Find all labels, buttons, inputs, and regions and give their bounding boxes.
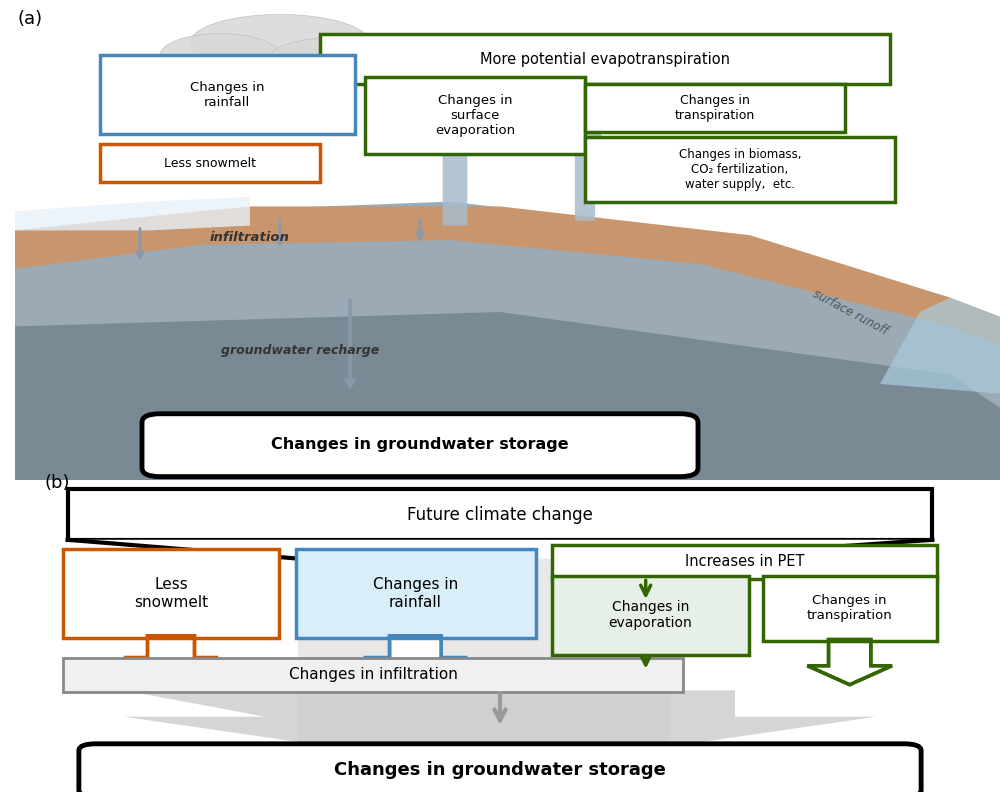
Text: (a): (a) [17, 10, 43, 28]
Polygon shape [124, 636, 218, 674]
Polygon shape [124, 690, 876, 771]
Text: More potential evapotranspiration: More potential evapotranspiration [480, 51, 730, 66]
Ellipse shape [270, 37, 410, 78]
FancyBboxPatch shape [365, 77, 585, 154]
Polygon shape [562, 106, 607, 221]
Text: Changes in
rainfall: Changes in rainfall [373, 578, 458, 610]
Text: Less
snowmelt: Less snowmelt [134, 578, 208, 610]
FancyBboxPatch shape [79, 744, 921, 797]
Polygon shape [15, 312, 1000, 480]
Polygon shape [807, 639, 892, 685]
Text: groundwater recharge: groundwater recharge [221, 344, 379, 357]
FancyBboxPatch shape [100, 144, 320, 182]
Polygon shape [880, 298, 1000, 394]
FancyBboxPatch shape [100, 55, 355, 134]
Text: Changes in groundwater storage: Changes in groundwater storage [334, 761, 666, 779]
FancyBboxPatch shape [63, 658, 683, 692]
Text: Changes in
transpiration: Changes in transpiration [807, 594, 893, 622]
Text: Increases in PET: Increases in PET [685, 554, 804, 570]
FancyBboxPatch shape [63, 549, 279, 638]
FancyBboxPatch shape [585, 84, 845, 132]
Text: Changes in
rainfall: Changes in rainfall [190, 81, 264, 109]
Text: Changes in
evaporation: Changes in evaporation [609, 600, 692, 630]
Ellipse shape [190, 14, 370, 72]
Text: infiltration: infiltration [210, 231, 290, 244]
Text: (b): (b) [44, 474, 70, 492]
Text: Changes in groundwater storage: Changes in groundwater storage [271, 438, 569, 453]
FancyBboxPatch shape [763, 575, 937, 642]
FancyBboxPatch shape [320, 34, 890, 84]
Text: Changes in
surface
evaporation: Changes in surface evaporation [435, 94, 515, 137]
Polygon shape [427, 86, 482, 226]
FancyBboxPatch shape [68, 489, 932, 540]
Polygon shape [364, 636, 467, 674]
FancyBboxPatch shape [552, 545, 937, 579]
Bar [298, 502, 669, 773]
Text: Changes in biomass,
CO₂ fertilization,
water supply,  etc.: Changes in biomass, CO₂ fertilization, w… [679, 148, 801, 191]
Text: Changes in
transpiration: Changes in transpiration [675, 94, 755, 122]
Ellipse shape [160, 34, 280, 77]
FancyBboxPatch shape [585, 137, 895, 202]
FancyBboxPatch shape [142, 414, 698, 477]
FancyBboxPatch shape [552, 575, 749, 654]
Polygon shape [15, 206, 1000, 346]
Text: Changes in infiltration: Changes in infiltration [289, 667, 458, 682]
FancyBboxPatch shape [296, 549, 536, 638]
Polygon shape [68, 540, 932, 558]
Text: Less snowmelt: Less snowmelt [164, 157, 256, 170]
Text: Future climate change: Future climate change [407, 506, 593, 523]
Polygon shape [15, 197, 250, 230]
Polygon shape [15, 202, 1000, 480]
Text: surface runoff: surface runoff [810, 287, 890, 337]
